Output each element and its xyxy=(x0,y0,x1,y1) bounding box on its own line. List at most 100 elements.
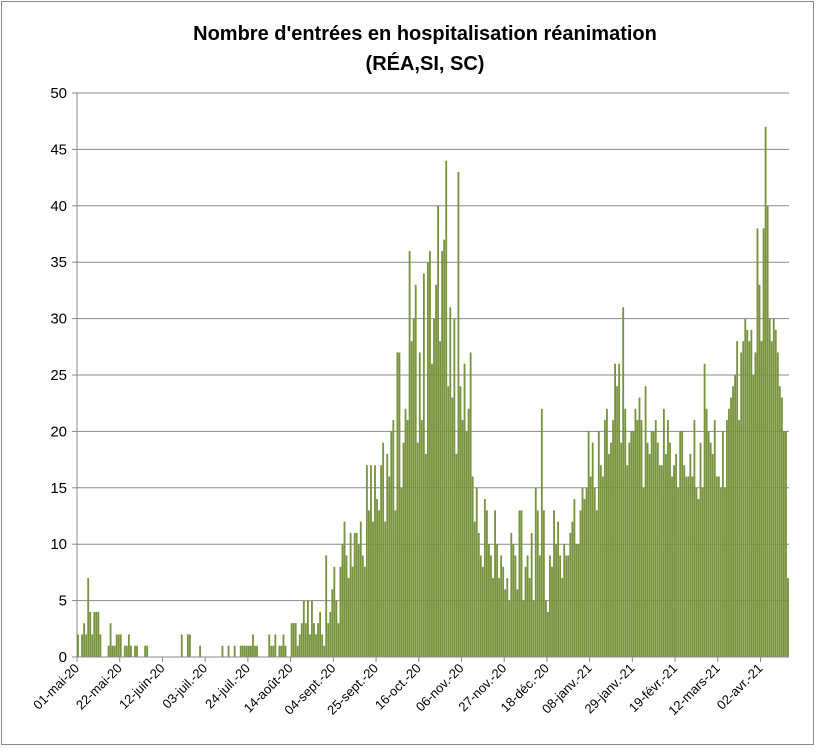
bar xyxy=(693,420,696,657)
bar xyxy=(760,341,763,657)
bar xyxy=(335,600,338,657)
bar xyxy=(746,329,749,657)
bar xyxy=(697,499,700,657)
bar xyxy=(327,623,330,657)
bar xyxy=(414,284,417,657)
bar xyxy=(290,623,293,657)
bar xyxy=(581,487,584,657)
bar xyxy=(416,442,419,657)
bar xyxy=(321,634,324,657)
bar xyxy=(522,600,525,657)
bar xyxy=(298,634,301,657)
bar xyxy=(306,600,309,657)
bar xyxy=(109,623,112,657)
bar xyxy=(561,578,564,657)
bar xyxy=(292,623,295,657)
bar xyxy=(384,521,387,657)
bar xyxy=(256,645,258,657)
bar xyxy=(144,645,147,657)
bar xyxy=(662,408,665,657)
bar xyxy=(233,645,236,657)
y-tick-label: 30 xyxy=(50,311,67,328)
bar xyxy=(329,611,332,657)
bar xyxy=(268,634,271,657)
chart-title: Nombre d'entrées en hospitalisation réan… xyxy=(193,23,657,45)
bar xyxy=(587,431,590,657)
bar xyxy=(280,645,283,657)
y-tick-label: 40 xyxy=(50,198,67,215)
bar xyxy=(601,476,604,657)
bar xyxy=(469,352,472,657)
bar xyxy=(420,420,423,657)
bar xyxy=(770,341,773,657)
bar xyxy=(650,431,653,657)
bar xyxy=(319,611,322,657)
bar xyxy=(750,329,753,657)
bar xyxy=(107,645,110,657)
bar xyxy=(406,420,409,657)
bar xyxy=(368,510,370,657)
bar xyxy=(473,521,476,657)
bar xyxy=(707,431,710,657)
bar xyxy=(85,634,88,657)
bar xyxy=(481,566,484,657)
bar xyxy=(654,420,657,657)
bar xyxy=(699,442,702,657)
bar xyxy=(762,228,765,658)
bar xyxy=(542,510,545,657)
bar xyxy=(374,465,376,657)
bar xyxy=(595,510,598,657)
bar xyxy=(774,329,777,657)
bar xyxy=(129,645,132,657)
bar xyxy=(660,465,663,657)
bar xyxy=(644,386,647,657)
chart-subtitle: (RÉA,SI, SC) xyxy=(366,52,485,75)
bar xyxy=(77,634,79,657)
bar xyxy=(471,476,474,657)
bar xyxy=(146,645,149,657)
bar xyxy=(331,589,334,657)
bar xyxy=(726,420,728,657)
bar xyxy=(589,476,592,657)
bar xyxy=(475,487,478,657)
bar xyxy=(555,544,557,657)
bar xyxy=(626,465,629,657)
bar xyxy=(180,634,183,657)
bar xyxy=(656,442,659,657)
bar xyxy=(426,262,429,657)
bar xyxy=(337,623,340,657)
bar xyxy=(730,397,732,657)
bar xyxy=(671,476,673,657)
bar xyxy=(534,487,537,657)
bar xyxy=(585,487,588,657)
bar xyxy=(724,487,726,657)
bar xyxy=(571,521,574,657)
y-tick-label: 5 xyxy=(59,593,67,610)
bar xyxy=(380,465,383,657)
bar xyxy=(89,611,92,657)
bar xyxy=(221,645,224,657)
bar xyxy=(119,634,122,657)
bar xyxy=(520,510,523,657)
bar xyxy=(459,386,462,657)
bar xyxy=(780,397,783,657)
bar xyxy=(99,634,102,657)
bar xyxy=(559,555,562,657)
bar xyxy=(540,408,543,657)
bar xyxy=(433,318,435,657)
bar xyxy=(343,521,346,657)
y-tick-label: 25 xyxy=(50,367,67,384)
bar xyxy=(494,510,496,657)
bar xyxy=(243,645,246,657)
bar xyxy=(508,600,511,657)
bar xyxy=(512,544,515,657)
bar xyxy=(111,645,114,657)
bar xyxy=(591,442,594,657)
bar xyxy=(490,555,492,657)
bar xyxy=(597,431,600,657)
bar xyxy=(359,521,362,657)
bar xyxy=(642,487,645,657)
bar xyxy=(437,205,440,658)
bar xyxy=(705,408,708,657)
bar xyxy=(579,510,582,657)
